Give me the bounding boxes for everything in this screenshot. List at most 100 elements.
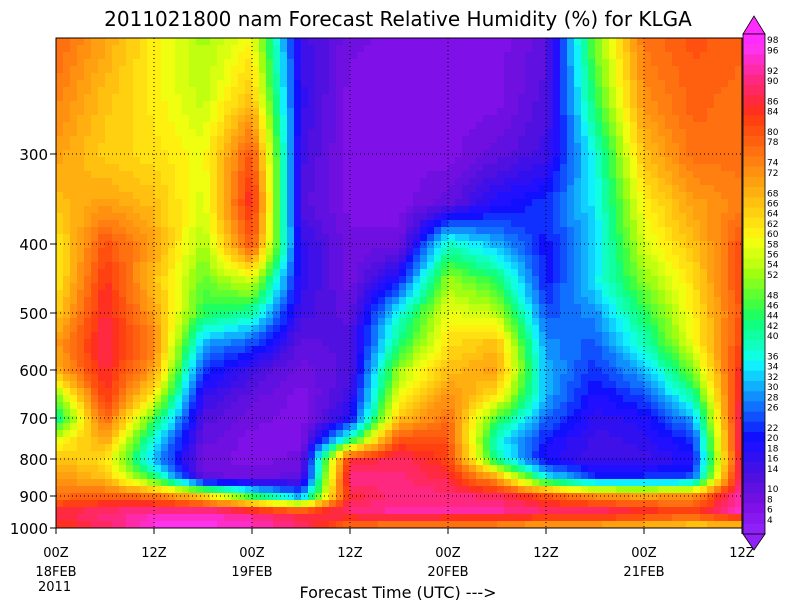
humidity-cell <box>441 269 449 277</box>
humidity-cell <box>84 388 92 396</box>
humidity-cell <box>686 192 694 200</box>
humidity-cell <box>399 143 407 151</box>
humidity-cell <box>483 94 491 102</box>
humidity-cell <box>238 115 246 123</box>
humidity-cell <box>672 122 680 130</box>
humidity-cell <box>721 388 729 396</box>
humidity-cell <box>448 220 456 228</box>
humidity-cell <box>427 80 435 88</box>
humidity-cell <box>343 199 351 207</box>
humidity-cell <box>105 101 113 109</box>
humidity-cell <box>336 297 344 305</box>
humidity-cell <box>392 248 400 256</box>
humidity-cell <box>70 374 78 382</box>
humidity-cell <box>203 388 211 396</box>
humidity-cell <box>539 66 547 74</box>
humidity-cell <box>455 66 463 74</box>
humidity-cell <box>588 136 596 144</box>
humidity-cell <box>483 73 491 81</box>
humidity-cell <box>287 101 295 109</box>
humidity-cell <box>714 185 722 193</box>
humidity-cell <box>630 185 638 193</box>
humidity-cell <box>616 178 624 186</box>
humidity-cell <box>140 367 148 375</box>
humidity-cell <box>371 164 379 172</box>
humidity-cell <box>525 171 533 179</box>
humidity-cell <box>224 185 232 193</box>
humidity-cell <box>525 164 533 172</box>
humidity-cell <box>602 171 610 179</box>
humidity-cell <box>448 248 456 256</box>
humidity-cell <box>539 213 547 221</box>
humidity-cell <box>182 311 190 319</box>
humidity-cell <box>399 185 407 193</box>
humidity-cell <box>287 318 295 326</box>
humidity-cell <box>224 94 232 102</box>
humidity-cell <box>525 206 533 214</box>
humidity-cell <box>182 381 190 389</box>
humidity-cell <box>707 262 715 270</box>
humidity-cell <box>196 157 204 165</box>
humidity-cell <box>490 206 498 214</box>
humidity-cell <box>469 164 477 172</box>
humidity-cell <box>602 332 610 340</box>
humidity-cell <box>483 185 491 193</box>
humidity-cell <box>518 73 526 81</box>
humidity-cell <box>630 388 638 396</box>
humidity-cell <box>392 339 400 347</box>
humidity-cell <box>637 234 645 242</box>
humidity-cell <box>371 234 379 242</box>
humidity-cell <box>322 304 330 312</box>
humidity-cell <box>602 276 610 284</box>
humidity-cell <box>427 290 435 298</box>
humidity-cell <box>721 262 729 270</box>
humidity-cell <box>364 129 372 137</box>
humidity-cell <box>91 73 99 81</box>
humidity-cell <box>308 241 316 249</box>
humidity-cell <box>546 255 554 263</box>
humidity-cell <box>126 122 134 130</box>
humidity-cell <box>441 381 449 389</box>
humidity-cell <box>455 52 463 60</box>
humidity-cell <box>175 101 183 109</box>
humidity-cell <box>567 192 575 200</box>
humidity-cell <box>91 94 99 102</box>
humidity-cell <box>210 234 218 242</box>
humidity-cell <box>413 87 421 95</box>
humidity-cell <box>567 346 575 354</box>
humidity-cell <box>280 192 288 200</box>
humidity-cell <box>651 325 659 333</box>
humidity-cell <box>224 213 232 221</box>
humidity-cell <box>616 262 624 270</box>
humidity-cell <box>707 115 715 123</box>
humidity-cell <box>693 388 701 396</box>
humidity-cell <box>595 227 603 235</box>
humidity-cell <box>518 143 526 151</box>
humidity-cell <box>553 115 561 123</box>
humidity-cell <box>644 269 652 277</box>
humidity-cell <box>343 157 351 165</box>
humidity-cell <box>203 192 211 200</box>
humidity-cell <box>238 255 246 263</box>
humidity-cell <box>567 227 575 235</box>
humidity-cell <box>630 136 638 144</box>
humidity-cell <box>658 52 666 60</box>
humidity-cell <box>406 311 414 319</box>
humidity-cell <box>175 192 183 200</box>
humidity-cell <box>637 206 645 214</box>
humidity-cell <box>231 59 239 67</box>
humidity-cell <box>602 129 610 137</box>
humidity-cell <box>567 94 575 102</box>
humidity-cell <box>560 199 568 207</box>
humidity-cell <box>546 332 554 340</box>
humidity-cell <box>602 248 610 256</box>
humidity-cell <box>385 213 393 221</box>
humidity-cell <box>434 325 442 333</box>
humidity-cell <box>126 318 134 326</box>
humidity-cell <box>616 199 624 207</box>
humidity-cell <box>280 80 288 88</box>
humidity-cell <box>700 185 708 193</box>
humidity-cell <box>287 66 295 74</box>
humidity-cell <box>560 45 568 53</box>
humidity-cell <box>126 234 134 242</box>
